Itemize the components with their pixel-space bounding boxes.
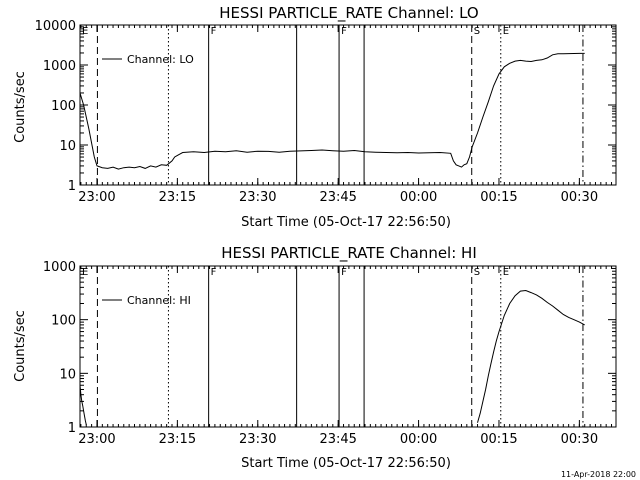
x-tick-label: 00:15: [480, 432, 517, 447]
x-tick-label: 23:00: [78, 432, 115, 447]
event-marker-label: F: [211, 267, 217, 278]
x-tick-label: 00:30: [561, 190, 598, 205]
plot-area: 1 10 100 1000 10000 23:00 23:15 23:30 23:45 00:00…: [35, 19, 617, 205]
x-tick-label: 23:30: [239, 432, 276, 447]
x-axis-label: Start Time (05-Oct-17 22:56:50): [241, 456, 451, 471]
panel-lo: HESSI PARTICLE_RATE Channel: LO 1 10 100 10…: [13, 4, 617, 230]
y-tick-label: 10000: [35, 19, 76, 34]
event-marker-label: E: [82, 267, 88, 278]
event-marker-label: F: [341, 26, 347, 37]
x-tick-label: 00:30: [561, 432, 598, 447]
plot-area: 1 10 100 1000 23:00 23:15 23:30 23:45 00:00 00:15…: [43, 260, 617, 447]
x-tick-label: 00:00: [400, 432, 437, 447]
x-tick-label: 23:45: [319, 190, 356, 205]
chart-title: HESSI PARTICLE_RATE Channel: HI: [221, 244, 477, 263]
x-tick-label: 23:15: [159, 432, 196, 447]
x-tick-label: 23:00: [78, 190, 115, 205]
y-tick-label: 1: [68, 179, 76, 194]
y-tick-label: 1000: [43, 59, 76, 74]
y-axis-label: Counts/sec: [13, 310, 28, 382]
chart-title: HESSI PARTICLE_RATE Channel: LO: [219, 4, 478, 23]
y-tick-label: 10: [59, 139, 76, 154]
y-tick-label: 10: [59, 367, 76, 382]
footer-timestamp: 11-Apr-2018 22:00: [561, 470, 636, 479]
plot-frame: [79, 24, 617, 186]
event-marker-label: F: [211, 26, 217, 37]
event-marker-label: E: [503, 267, 509, 278]
legend-label: Channel: HI: [127, 294, 191, 307]
y-tick-label: 1000: [43, 260, 76, 275]
event-marker-label: S: [474, 26, 480, 37]
event-marker-label: E: [503, 26, 509, 37]
event-marker-label: E: [82, 26, 88, 37]
y-axis-label: Counts/sec: [13, 71, 28, 143]
x-tick-label: 23:30: [239, 190, 276, 205]
plot-frame: [79, 265, 617, 428]
x-tick-label: 23:45: [319, 432, 356, 447]
y-tick-label: 100: [51, 99, 76, 114]
y-tick-label: 100: [51, 314, 76, 329]
panel-hi: HESSI PARTICLE_RATE Channel: HI 1 10 100 10…: [13, 244, 617, 471]
y-tick-label: 1: [68, 421, 76, 436]
event-marker-label: S: [474, 267, 480, 278]
x-tick-label: 00:15: [480, 190, 517, 205]
legend-label: Channel: LO: [127, 53, 194, 66]
series-line: [477, 289, 585, 423]
x-axis-label: Start Time (05-Oct-17 22:56:50): [241, 215, 451, 230]
series-line: [79, 385, 87, 425]
x-tick-label: 00:00: [400, 190, 437, 205]
series-line: [79, 52, 585, 170]
x-tick-label: 23:15: [159, 190, 196, 205]
event-marker-label: F: [341, 267, 347, 278]
